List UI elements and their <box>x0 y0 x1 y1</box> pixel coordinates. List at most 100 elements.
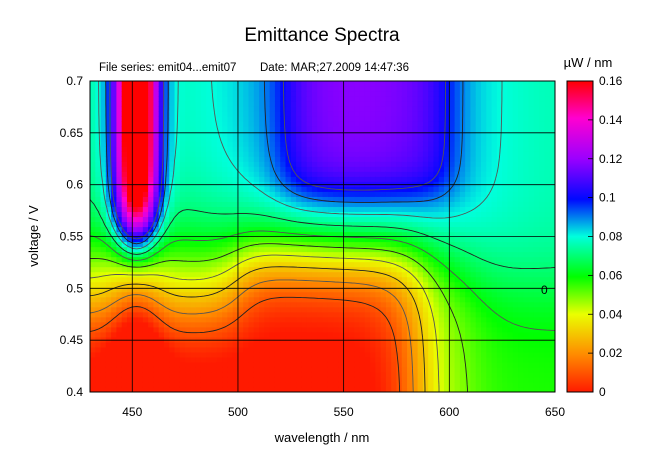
heatmap-cell <box>412 236 419 243</box>
heatmap-cell <box>348 291 355 298</box>
heatmap-cell <box>264 166 271 172</box>
heatmap-cell <box>444 86 450 92</box>
heatmap-cell <box>211 336 218 343</box>
heatmap-cell <box>401 106 408 112</box>
heatmap-cell <box>375 276 382 283</box>
heatmap-cell <box>211 151 218 157</box>
heatmap-cell <box>163 101 170 107</box>
heatmap-cell <box>137 226 144 233</box>
heatmap-cell <box>401 196 408 202</box>
heatmap-cell <box>211 126 218 132</box>
heatmap-cell <box>502 366 509 373</box>
heatmap-cell <box>486 366 493 373</box>
heatmap-cell <box>322 221 329 228</box>
heatmap-cell <box>222 221 228 228</box>
heatmap-cell <box>232 81 239 87</box>
heatmap-cell <box>348 96 355 102</box>
heatmap-cell <box>90 126 96 132</box>
heatmap-cell <box>264 246 271 253</box>
heatmap-cell <box>428 126 435 132</box>
heatmap-cell <box>306 361 313 368</box>
heatmap-cell <box>444 216 450 223</box>
heatmap-cell <box>126 111 133 117</box>
heatmap-cell <box>496 131 503 137</box>
heatmap-cell <box>148 351 155 358</box>
heatmap-cell <box>322 211 329 218</box>
heatmap-cell <box>380 386 387 392</box>
heatmap-cell <box>206 311 213 318</box>
heatmap-cell <box>428 141 435 147</box>
heatmap-cell <box>454 196 461 202</box>
heatmap-cell <box>174 326 181 333</box>
heatmap-cell <box>243 231 250 238</box>
heatmap-cell <box>274 161 281 167</box>
heatmap-cell <box>475 161 482 167</box>
heatmap-cell <box>105 101 112 107</box>
heatmap-cell <box>301 181 308 187</box>
heatmap-cell <box>444 291 450 298</box>
heatmap-cell <box>433 226 440 233</box>
heatmap-cell <box>348 221 355 228</box>
heatmap-cell <box>111 221 118 228</box>
heatmap-cell <box>227 186 234 192</box>
heatmap-cell <box>412 166 419 172</box>
heatmap-cell <box>311 286 318 293</box>
heatmap-cell <box>327 291 334 298</box>
heatmap-cell <box>174 136 181 142</box>
heatmap-cell <box>375 326 382 333</box>
heatmap-cell <box>290 96 297 102</box>
heatmap-cell <box>354 131 361 137</box>
heatmap-cell <box>327 111 334 117</box>
heatmap-cell <box>359 161 366 167</box>
heatmap-cell <box>343 201 350 208</box>
heatmap-cell <box>401 306 408 313</box>
heatmap-cell <box>470 191 477 197</box>
heatmap-cell <box>327 216 334 223</box>
heatmap-cell <box>259 211 265 218</box>
heatmap-cell <box>449 226 456 233</box>
heatmap-cell <box>359 286 366 293</box>
heatmap-cell <box>248 216 255 223</box>
heatmap-cell <box>296 106 302 112</box>
heatmap-cell <box>280 101 287 107</box>
heatmap-cell <box>200 336 207 343</box>
heatmap-cell <box>449 196 456 202</box>
heatmap-cell <box>121 386 128 392</box>
heatmap-cell <box>200 361 207 368</box>
heatmap-cell <box>444 261 450 268</box>
heatmap-cell <box>459 296 466 303</box>
heatmap-cell <box>200 201 207 208</box>
heatmap-cell <box>211 341 218 348</box>
heatmap-cell <box>407 166 413 172</box>
heatmap-cell <box>465 296 472 303</box>
heatmap-cell <box>301 256 308 263</box>
heatmap-cell <box>507 146 514 152</box>
heatmap-cell <box>132 206 139 213</box>
heatmap-cell <box>248 81 255 87</box>
heatmap-cell <box>95 186 102 192</box>
heatmap-cell <box>264 386 271 392</box>
heatmap-cell <box>306 241 313 248</box>
heatmap-cell <box>248 231 255 238</box>
heatmap-cell <box>407 206 413 213</box>
heatmap-cell <box>264 366 271 373</box>
heatmap-cell <box>401 236 408 243</box>
heatmap-cell <box>396 216 403 223</box>
heatmap-cell <box>338 311 345 318</box>
heatmap-cell <box>216 311 223 318</box>
heatmap-cell <box>338 161 345 167</box>
heatmap-cell <box>385 346 392 353</box>
heatmap-cell <box>142 176 149 182</box>
heatmap-cell <box>396 166 403 172</box>
heatmap-cell <box>90 236 96 243</box>
heatmap-cell <box>126 136 133 142</box>
heatmap-cell <box>105 256 112 263</box>
heatmap-cell <box>253 381 260 388</box>
heatmap-cell <box>148 276 155 283</box>
heatmap-cell <box>237 286 244 293</box>
heatmap-cell <box>417 291 424 298</box>
heatmap-cell <box>481 91 487 97</box>
heatmap-cell <box>301 336 308 343</box>
heatmap-cell <box>296 261 302 268</box>
heatmap-cell <box>148 256 155 263</box>
